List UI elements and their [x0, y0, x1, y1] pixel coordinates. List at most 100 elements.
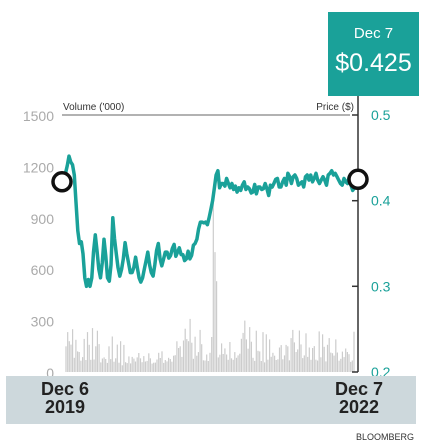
volume-bar — [310, 359, 312, 372]
volume-bar — [264, 362, 266, 372]
volume-bar — [164, 360, 166, 372]
volume-bar — [194, 336, 196, 372]
volume-bar — [303, 355, 305, 372]
left-tick-label: 0 — [46, 365, 54, 381]
end-price-marker — [347, 168, 369, 191]
left-tick-label: 1500 — [23, 108, 54, 124]
volume-bar — [322, 334, 324, 372]
volume-bar — [67, 332, 69, 372]
volume-bar — [144, 361, 146, 372]
volume-bar — [134, 361, 137, 372]
volume-bar — [169, 359, 171, 372]
volume-bar — [317, 360, 319, 372]
volume-bar — [133, 358, 135, 372]
volume-bar — [305, 333, 307, 372]
volume-bar — [227, 359, 229, 372]
volume-bar — [182, 340, 185, 372]
volume-bar — [100, 362, 102, 372]
x-label-end-line2: 2022 — [338, 397, 380, 417]
volume-bar — [333, 355, 335, 372]
volume-bar — [274, 355, 276, 372]
volume-bar — [240, 338, 242, 372]
volume-bar — [126, 363, 128, 372]
volume-bar — [78, 352, 80, 372]
volume-bar — [148, 353, 150, 372]
volume-bar — [166, 361, 168, 372]
volume-bar — [216, 281, 218, 372]
volume-bar — [270, 356, 272, 372]
volume-bar — [154, 362, 156, 372]
volume-bar — [259, 351, 261, 372]
volume-bar — [212, 189, 214, 372]
volume-bar — [230, 358, 233, 372]
volume-bar — [348, 354, 350, 372]
volume-bar — [239, 353, 241, 372]
volume-bar — [88, 344, 90, 372]
volume-bar — [340, 358, 342, 372]
volume-bar — [297, 349, 299, 372]
volume-bar — [75, 339, 77, 372]
volume-bar — [176, 341, 178, 372]
volume-bar — [283, 355, 286, 372]
volume-bar — [346, 352, 348, 372]
x-label-end: Dec 7 2022 — [328, 380, 390, 416]
volume-bar — [136, 357, 138, 372]
volume-bar — [189, 318, 191, 372]
volume-bar — [118, 362, 120, 372]
volume-bars — [65, 189, 355, 372]
volume-bar — [325, 361, 327, 372]
volume-bar — [353, 331, 355, 372]
volume-bar — [120, 341, 122, 372]
volume-bar — [178, 348, 180, 372]
x-label-start-line2: 2019 — [44, 397, 86, 417]
volume-bar — [158, 352, 160, 372]
volume-bar — [73, 357, 75, 372]
volume-bar — [224, 348, 226, 372]
volume-bar — [298, 330, 300, 372]
volume-bar — [187, 341, 190, 372]
volume-bar — [83, 338, 85, 372]
volume-bar — [181, 356, 183, 372]
volume-bar — [106, 362, 108, 372]
volume-bar — [335, 339, 337, 372]
x-label-start-line1: Dec 6 — [40, 379, 90, 399]
x-label-start: Dec 6 2019 — [34, 380, 96, 416]
volume-bar — [90, 359, 92, 372]
right-tick-label: 0.5 — [371, 107, 391, 123]
volume-bar — [277, 359, 279, 372]
volume-bar — [244, 320, 246, 372]
volume-bar — [214, 252, 216, 372]
volume-bar — [318, 331, 320, 372]
volume-bar — [91, 328, 94, 372]
right-tick-label: 0.3 — [371, 278, 391, 294]
volume-bar — [351, 360, 353, 372]
volume-bar — [242, 332, 244, 372]
volume-bar — [267, 359, 269, 372]
left-tick-label: 900 — [31, 211, 55, 227]
volume-bar — [174, 355, 176, 372]
volume-bar — [350, 361, 352, 372]
volume-bar — [149, 358, 151, 372]
volume-bar — [196, 355, 198, 372]
volume-bar — [153, 362, 155, 372]
volume-bar — [250, 341, 252, 372]
volume-bar — [139, 358, 142, 372]
volume-bar — [151, 363, 153, 372]
volume-bar — [307, 356, 309, 372]
volume-bar — [138, 353, 140, 372]
volume-bar — [330, 352, 332, 372]
volume-bar — [328, 338, 330, 372]
volume-bar — [85, 360, 87, 372]
volume-bar — [235, 357, 238, 372]
volume-bar — [123, 344, 125, 372]
volume-bar — [163, 362, 165, 372]
volume-bar — [128, 356, 130, 372]
left-tick-label: 600 — [31, 262, 55, 278]
volume-bar — [204, 360, 206, 372]
volume-bar — [222, 354, 224, 372]
volume-bar — [292, 329, 294, 372]
volume-bar — [125, 362, 127, 372]
volume-bar — [260, 361, 262, 372]
volume-bar — [237, 355, 239, 372]
x-axis-band — [6, 376, 416, 424]
